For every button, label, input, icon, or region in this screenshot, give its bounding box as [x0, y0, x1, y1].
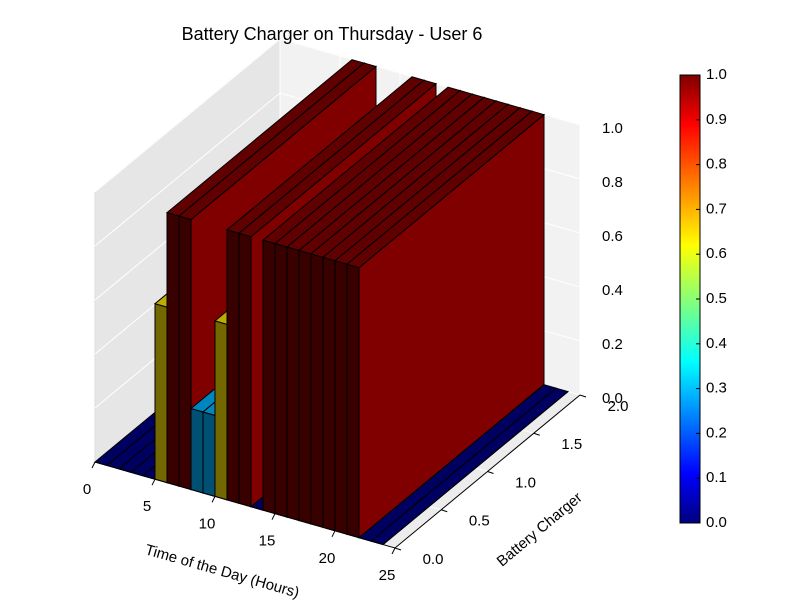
colorbar-tick-label: 0.7	[706, 200, 727, 217]
x-tick	[91, 461, 96, 469]
bar-front	[262, 239, 276, 515]
z-tick-label: 0.0	[602, 390, 623, 407]
y-tick	[394, 547, 402, 551]
x-axis-label: Time of the Day (Hours)	[143, 541, 301, 600]
colorbar-tick-label: 0.0	[706, 514, 727, 531]
colorbar-tick-label: 1.0	[706, 66, 727, 83]
bar-front	[154, 303, 168, 484]
bar-top	[237, 79, 438, 238]
z-tick-label: 0.6	[602, 228, 623, 245]
x-tick-label: 15	[259, 533, 276, 550]
bar-front	[298, 249, 312, 525]
z-tick-label: 0.8	[602, 174, 623, 191]
bar-front	[310, 253, 324, 529]
y-tick	[441, 509, 448, 513]
y-tick	[533, 432, 540, 436]
bar-top	[345, 110, 546, 269]
colorbar-tick-label: 0.3	[706, 380, 727, 397]
colorbar-tick-label: 0.2	[706, 424, 727, 441]
x-tick	[271, 513, 276, 520]
colorbar-tick-label: 0.8	[706, 156, 727, 173]
z-tick-label: 0.2	[602, 336, 623, 353]
bar-front	[286, 246, 300, 522]
axis-line	[94, 394, 581, 549]
bar-front	[226, 229, 240, 504]
bar	[345, 110, 546, 539]
x-tick-label: 5	[143, 498, 151, 515]
colorbar-tick-label: 0.4	[706, 335, 727, 352]
x-tick	[151, 478, 156, 486]
colorbar-tick-label: 0.6	[706, 245, 727, 262]
x-tick	[211, 496, 216, 503]
y-tick-label: 1.0	[515, 474, 536, 491]
x-tick	[391, 547, 396, 555]
chart-title: Battery Charger on Thursday - User 6	[182, 24, 483, 44]
bar-front	[238, 232, 252, 508]
bar-front	[190, 407, 204, 494]
colorbar-tick-label: 0.9	[706, 111, 727, 128]
bar-front	[346, 263, 360, 539]
x-tick-label: 10	[199, 515, 216, 532]
plot-3d	[93, 37, 582, 549]
bar-front	[322, 256, 336, 532]
bar-front	[214, 320, 228, 501]
bar-front	[202, 411, 216, 498]
y-tick-label: 0.0	[423, 551, 444, 568]
x-tick-label: 25	[379, 567, 396, 584]
bar-front	[274, 242, 288, 518]
bar-front	[334, 260, 348, 535]
y-tick-label: 2.0	[608, 398, 629, 415]
y-tick-label: 1.5	[561, 436, 582, 453]
y-axis-label: Battery Charger	[494, 489, 586, 570]
y-tick-label: 0.5	[469, 513, 490, 530]
z-tick-label: 0.4	[602, 282, 623, 299]
bar-front	[178, 215, 192, 491]
x-tick-label: 0	[83, 481, 91, 498]
x-tick-label: 20	[319, 550, 336, 567]
x-tick	[331, 530, 336, 538]
colorbar-tick-label: 0.5	[706, 290, 727, 307]
bar-front	[166, 211, 180, 487]
bar-top	[177, 62, 378, 221]
z-tick-label: 1.0	[602, 120, 623, 137]
y-tick	[579, 394, 587, 398]
colorbar-tick-label: 0.1	[706, 469, 727, 486]
y-tick	[487, 471, 494, 474]
